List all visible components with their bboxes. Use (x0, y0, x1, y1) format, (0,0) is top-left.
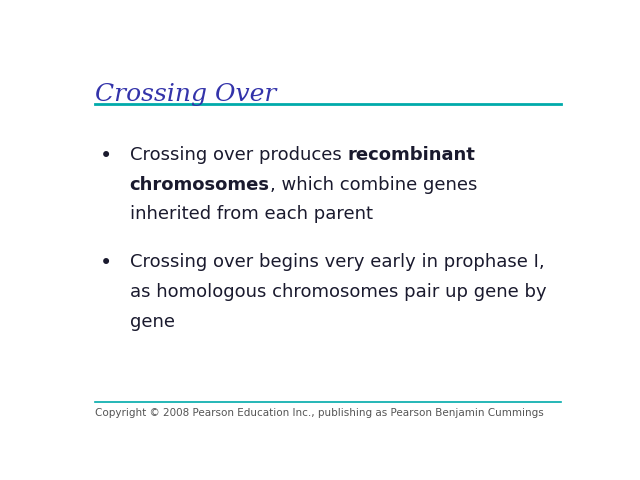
Text: chromosomes: chromosomes (129, 176, 269, 194)
Text: gene: gene (129, 312, 175, 331)
Text: Crossing Over: Crossing Over (95, 84, 276, 107)
Text: as homologous chromosomes pair up gene by: as homologous chromosomes pair up gene b… (129, 283, 546, 301)
Text: inherited from each parent: inherited from each parent (129, 205, 372, 224)
Text: •: • (100, 253, 112, 274)
Text: Copyright © 2008 Pearson Education Inc., publishing as Pearson Benjamin Cummings: Copyright © 2008 Pearson Education Inc.,… (95, 408, 543, 418)
Text: Crossing over begins very early in prophase I,: Crossing over begins very early in proph… (129, 253, 544, 272)
Text: Crossing over produces: Crossing over produces (129, 146, 347, 164)
Text: recombinant: recombinant (347, 146, 475, 164)
Text: •: • (100, 146, 112, 166)
Text: , which combine genes: , which combine genes (269, 176, 477, 194)
